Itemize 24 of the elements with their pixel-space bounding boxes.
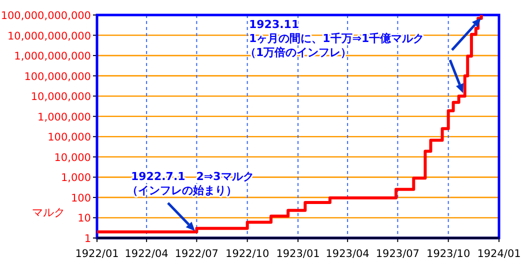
y-axis-title: マルク: [32, 206, 65, 219]
y-tick-label: 1,000,000: [38, 111, 91, 124]
annotation: （インフレの始まり）: [127, 184, 237, 197]
y-tick-label: 100,000,000: [24, 70, 91, 83]
x-tick-label: 1923/01: [276, 248, 320, 260]
x-tick-label: 1922/10: [226, 248, 270, 260]
y-tick-label: 10: [78, 212, 91, 225]
y-tick-label: 100,000: [48, 132, 91, 144]
x-tick-label: 1923/10: [426, 248, 470, 260]
y-tick-label: 1,000,000,000: [14, 50, 91, 63]
annotation: 1923.11 1ヶ月の間に、1千万⇒1千億マルク: [249, 18, 424, 45]
x-tick-label: 1923/07: [376, 248, 420, 260]
y-tick-label: 100: [70, 192, 91, 204]
y-tick-label: 1: [84, 233, 91, 245]
x-tick-label: 1923/04: [326, 248, 370, 260]
x-tick-label: 1924/01: [477, 248, 521, 260]
x-tick-label: 1922/01: [75, 248, 119, 260]
y-tick-label: 10,000,000,000: [8, 30, 91, 42]
y-tick-label: 10,000,000: [30, 91, 91, 104]
y-tick-label: 10,000: [54, 152, 91, 164]
x-tick-label: 1922/04: [124, 248, 169, 260]
y-tick-label: 1,000: [60, 172, 91, 184]
x-tick-label: 1922/07: [174, 248, 218, 260]
y-tick-label: 100,000,000,000: [0, 10, 91, 22]
